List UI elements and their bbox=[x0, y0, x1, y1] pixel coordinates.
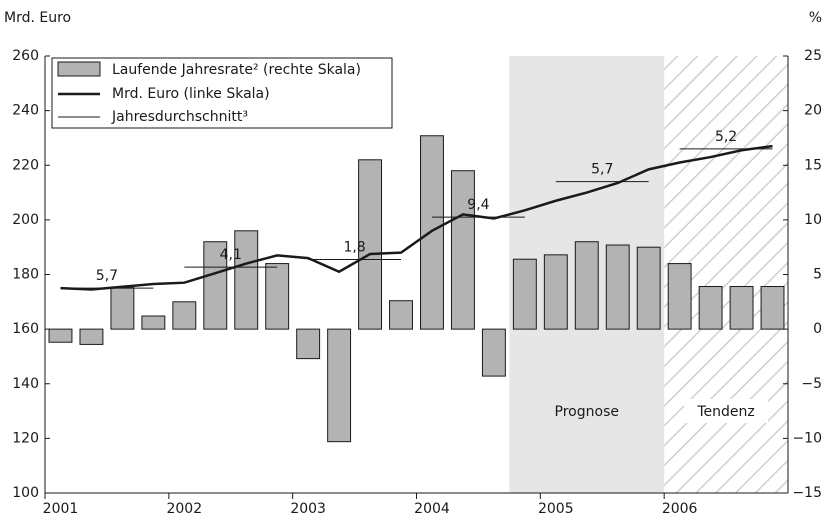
bar bbox=[512, 258, 537, 330]
y-tick-label: 160 bbox=[12, 321, 39, 337]
y-tick-label: 120 bbox=[12, 430, 39, 446]
legend-label: Mrd. Euro (linke Skala) bbox=[112, 86, 270, 102]
y2-tick-label: 5 bbox=[813, 267, 822, 283]
bar bbox=[203, 241, 228, 330]
y2-tick-label: −5 bbox=[801, 376, 822, 392]
region-label: Tendenz bbox=[696, 404, 754, 420]
average-label: 5,7 bbox=[591, 162, 613, 178]
bar bbox=[729, 286, 754, 330]
y2-tick-label: 15 bbox=[804, 157, 822, 173]
bar bbox=[234, 230, 259, 330]
bar bbox=[574, 241, 599, 330]
legend-label: Laufende Jahresrate² (rechte Skala) bbox=[112, 62, 361, 78]
y-axis-title: Mrd. Euro bbox=[4, 10, 71, 26]
average-label: 4,1 bbox=[220, 247, 242, 263]
y-tick-label: 180 bbox=[12, 267, 39, 283]
x-tick-label: 2006 bbox=[662, 501, 698, 517]
x-tick-label: 2004 bbox=[414, 501, 450, 517]
line bbox=[60, 144, 773, 291]
y2-tick-label: 25 bbox=[804, 48, 822, 64]
y-tick-label: 100 bbox=[12, 485, 39, 501]
y2-tick-label: 20 bbox=[804, 103, 822, 119]
y-tick-label: 260 bbox=[12, 48, 39, 64]
y2-axis-title: % bbox=[809, 10, 822, 26]
bar bbox=[450, 170, 475, 330]
average-label: 1,8 bbox=[343, 239, 365, 255]
bar bbox=[296, 328, 321, 360]
bar bbox=[760, 286, 785, 330]
region-label: Prognose bbox=[555, 404, 619, 420]
x-tick-label: 2001 bbox=[43, 501, 79, 517]
y-tick-label: 220 bbox=[12, 157, 39, 173]
bar bbox=[172, 301, 197, 330]
x-tick-label: 2002 bbox=[166, 501, 202, 517]
average-label: 9,4 bbox=[467, 197, 489, 213]
bar bbox=[327, 328, 352, 443]
average-label: 5,7 bbox=[96, 268, 118, 284]
legend-swatch bbox=[57, 61, 101, 77]
y-tick-label: 200 bbox=[12, 212, 39, 228]
y-tick-label: 140 bbox=[12, 376, 39, 392]
bar bbox=[698, 286, 723, 330]
x-tick-label: 2003 bbox=[290, 501, 326, 517]
region-label-bg bbox=[684, 399, 769, 423]
bar bbox=[48, 328, 73, 343]
bar bbox=[543, 254, 568, 330]
y2-tick-label: −10 bbox=[792, 430, 822, 446]
y2-tick-label: 10 bbox=[804, 212, 822, 228]
bar bbox=[141, 315, 166, 330]
bar bbox=[110, 287, 135, 330]
bar bbox=[667, 263, 692, 330]
bar bbox=[605, 244, 630, 330]
legend-label: Jahresdurchschnitt³ bbox=[111, 109, 248, 125]
average-label: 5,2 bbox=[715, 129, 737, 145]
x-tick-label: 2005 bbox=[538, 501, 574, 517]
y-tick-label: 240 bbox=[12, 103, 39, 119]
y2-tick-label: 0 bbox=[813, 321, 822, 337]
legend-box bbox=[51, 57, 393, 129]
y2-tick-label: −15 bbox=[792, 485, 822, 501]
bar bbox=[358, 159, 383, 330]
bar bbox=[481, 328, 506, 377]
bar bbox=[79, 328, 104, 345]
bar bbox=[420, 135, 444, 330]
bar bbox=[265, 263, 290, 330]
bar bbox=[636, 246, 661, 330]
bar bbox=[389, 300, 413, 330]
